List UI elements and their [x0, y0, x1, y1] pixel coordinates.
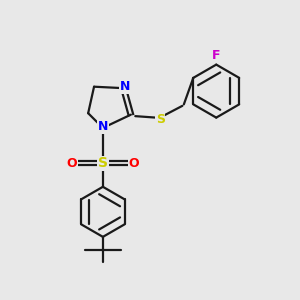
Text: O: O — [128, 157, 139, 170]
Text: S: S — [98, 156, 108, 170]
Text: O: O — [67, 157, 77, 170]
Text: F: F — [212, 49, 220, 62]
Text: S: S — [156, 112, 165, 126]
Text: N: N — [120, 80, 130, 93]
Text: N: N — [98, 120, 108, 133]
